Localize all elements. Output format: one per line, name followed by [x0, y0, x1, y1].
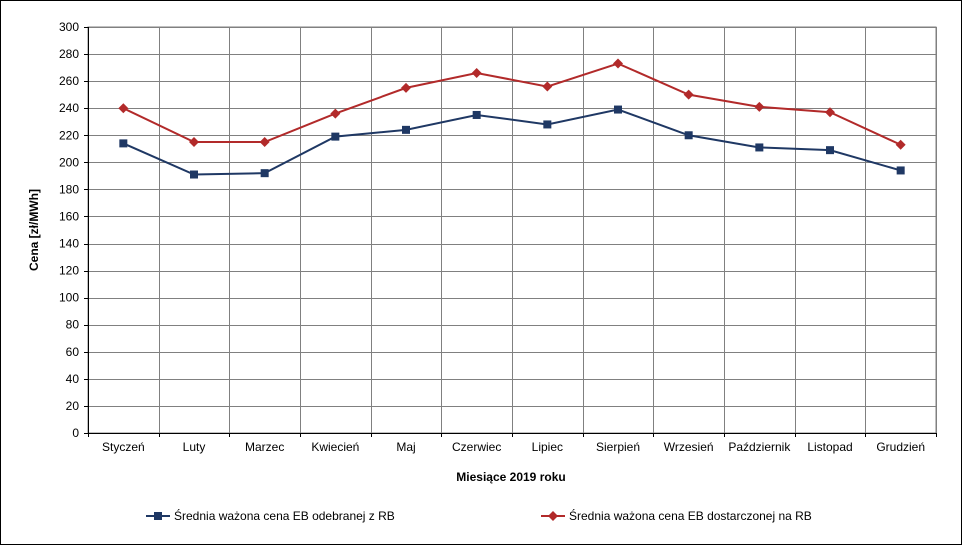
x-tick-label: Maj — [396, 440, 415, 454]
y-tick-label: 300 — [59, 20, 79, 34]
data-point — [401, 82, 411, 93]
data-point — [119, 139, 128, 148]
x-tick-label: Lipiec — [532, 440, 563, 454]
data-point — [825, 107, 835, 118]
y-tick-label: 100 — [59, 291, 79, 305]
legend: Średnia ważona cena EB odebranej z RB Śre… — [146, 508, 812, 523]
y-tick-label: 0 — [72, 426, 79, 440]
x-tick-label: Styczeń — [102, 440, 145, 454]
data-point — [330, 108, 341, 119]
y-tick-label: 120 — [59, 264, 79, 278]
data-point — [543, 120, 552, 129]
data-point — [896, 166, 905, 175]
series-group — [118, 58, 906, 179]
data-point — [472, 110, 481, 119]
series-2 — [118, 58, 906, 150]
legend-label: Średnia ważona cena EB odebranej z RB — [174, 508, 395, 523]
data-point — [118, 103, 129, 114]
y-tick-label: 260 — [59, 74, 79, 88]
x-tick-label: Czerwiec — [452, 440, 501, 454]
x-tick-label: Sierpień — [596, 440, 640, 454]
data-point — [260, 169, 269, 178]
x-tick-label: Listopad — [807, 440, 852, 454]
data-point — [154, 512, 162, 520]
x-tick-label: Kwiecień — [311, 440, 359, 454]
y-tick-label: 240 — [59, 101, 79, 115]
data-point — [548, 511, 558, 521]
x-axis-title: Miesiące 2019 roku — [456, 470, 565, 484]
y-tick-label: 80 — [66, 318, 80, 332]
legend-item: Średnia ważona cena EB odebranej z RB — [146, 508, 395, 523]
x-tick-label: Październik — [728, 440, 791, 454]
data-point — [826, 146, 834, 155]
y-tick-label: 160 — [59, 209, 79, 223]
data-point — [755, 143, 764, 152]
data-point — [542, 81, 553, 92]
data-point — [614, 105, 622, 114]
y-tick-label: 140 — [59, 237, 79, 251]
data-point — [613, 58, 623, 69]
data-point — [471, 68, 482, 79]
data-point — [683, 89, 694, 100]
series-1 — [119, 105, 905, 179]
y-tick-label: 40 — [66, 372, 80, 386]
x-axis-ticks: Styczeń Luty Marzec Kwiecień Maj Czerwiec Lipi… — [88, 433, 937, 454]
data-point — [189, 137, 199, 148]
y-tick-label: 20 — [66, 399, 80, 413]
legend-item: Średnia ważona cena EB dostarczonej na R… — [541, 508, 812, 523]
y-tick-label: 220 — [59, 128, 79, 142]
data-point — [259, 137, 270, 148]
y-axis-title: Cena [zł/MWh] — [27, 189, 41, 271]
legend-label: Średnia ważona cena EB dostarczonej na R… — [569, 508, 812, 523]
series-line — [122, 108, 901, 176]
y-tick-label: 200 — [59, 155, 79, 169]
data-point — [895, 139, 906, 150]
x-tick-label: Grudzień — [876, 440, 925, 454]
data-point — [190, 170, 198, 179]
series-line — [122, 62, 902, 146]
grid — [87, 26, 937, 434]
y-tick-label: 180 — [59, 182, 79, 196]
data-point — [684, 131, 693, 140]
y-tick-label: 280 — [59, 47, 79, 61]
y-axis-ticks: 0 20 40 60 80 100 120 140 160 180 200 220 240 260 280 3… — [59, 20, 88, 440]
x-tick-label: Marzec — [245, 440, 284, 454]
x-tick-label: Luty — [183, 440, 206, 454]
y-tick-label: 60 — [66, 345, 80, 359]
x-tick-label: Wrzesień — [664, 440, 714, 454]
data-point — [331, 132, 340, 141]
data-point — [754, 101, 765, 112]
data-point — [402, 125, 410, 134]
